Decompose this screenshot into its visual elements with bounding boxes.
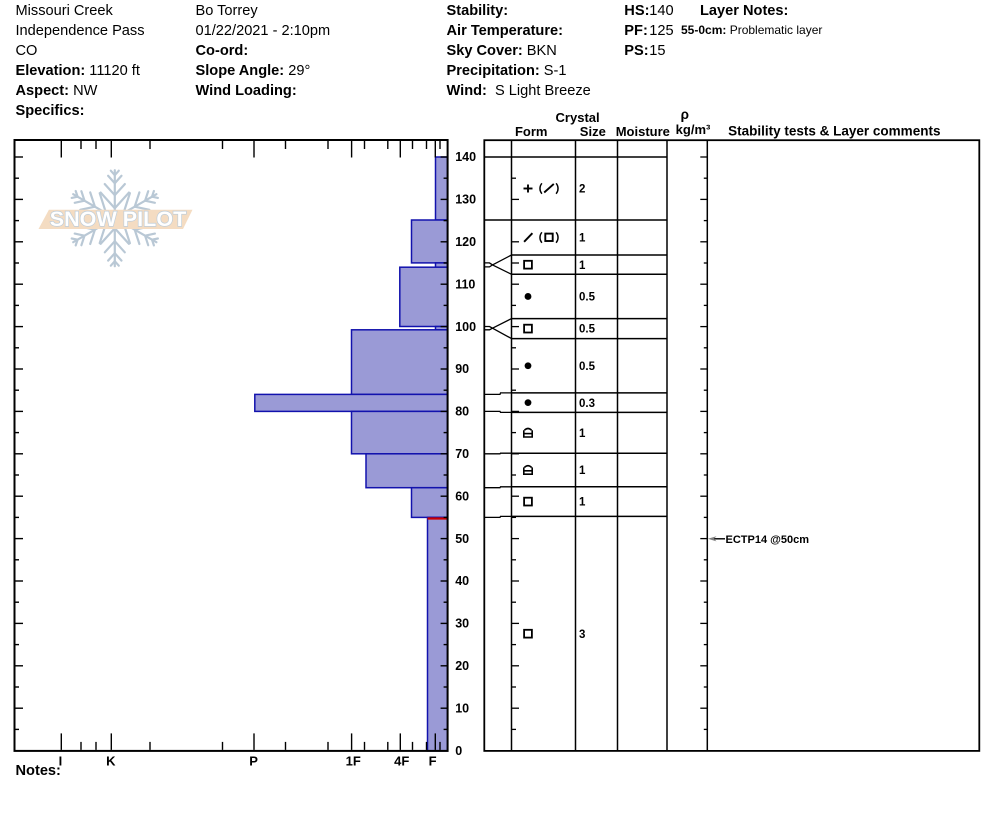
- svg-text:0: 0: [455, 744, 462, 758]
- svg-text:1: 1: [579, 233, 586, 245]
- svg-text:Size: Size: [580, 124, 606, 139]
- svg-text:kg/m³: kg/m³: [676, 122, 711, 137]
- svg-text:0.3: 0.3: [579, 398, 595, 410]
- svg-text:I: I: [59, 754, 63, 769]
- svg-text:50: 50: [455, 532, 469, 546]
- svg-text:0.5: 0.5: [579, 324, 596, 336]
- svg-text:10: 10: [455, 701, 469, 715]
- svg-text:130: 130: [455, 193, 476, 207]
- svg-text:1: 1: [579, 428, 586, 440]
- svg-text:Crystal: Crystal: [556, 110, 600, 125]
- svg-text:100: 100: [455, 320, 476, 334]
- svg-text:140: 140: [455, 150, 476, 164]
- svg-text:60: 60: [455, 489, 469, 503]
- svg-text:1: 1: [579, 497, 586, 509]
- svg-text:F: F: [429, 754, 437, 769]
- svg-text:2: 2: [579, 184, 585, 196]
- svg-text:Moisture: Moisture: [616, 124, 670, 139]
- svg-text:0.5: 0.5: [579, 292, 596, 304]
- svg-text:20: 20: [455, 659, 469, 673]
- svg-text:K: K: [106, 754, 116, 769]
- svg-text:4F: 4F: [394, 754, 409, 769]
- svg-text:Form: Form: [515, 124, 548, 139]
- svg-text:110: 110: [455, 277, 475, 291]
- svg-text:1F: 1F: [346, 754, 361, 769]
- svg-text:40: 40: [455, 574, 469, 588]
- svg-text:ρ: ρ: [681, 107, 689, 122]
- svg-text:Stability tests & Layer commen: Stability tests & Layer comments: [728, 123, 940, 138]
- svg-text:ECTP14 @50cm: ECTP14 @50cm: [726, 534, 810, 546]
- svg-text:0.5: 0.5: [579, 361, 596, 373]
- svg-text:90: 90: [455, 362, 469, 376]
- svg-text:80: 80: [455, 405, 469, 419]
- svg-text:SNOW PILOT: SNOW PILOT: [50, 207, 188, 231]
- svg-text:P: P: [249, 754, 258, 769]
- svg-text:30: 30: [455, 617, 469, 631]
- svg-text:120: 120: [455, 235, 476, 249]
- svg-text:3: 3: [579, 629, 585, 641]
- svg-text:1: 1: [579, 260, 586, 272]
- svg-text:1: 1: [579, 465, 586, 477]
- svg-text:70: 70: [455, 447, 469, 461]
